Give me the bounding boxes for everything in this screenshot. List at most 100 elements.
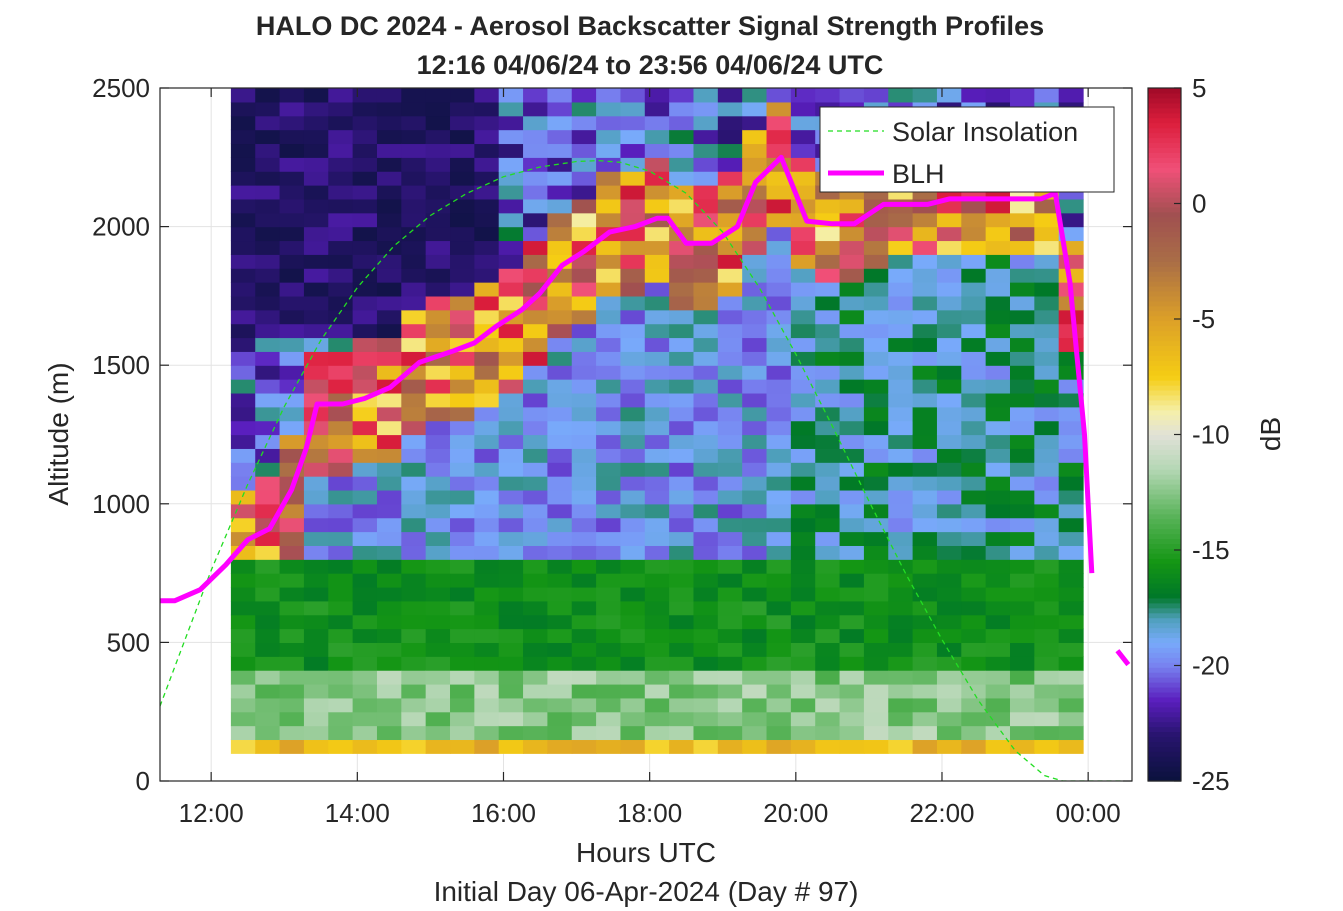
heatmap-cell bbox=[742, 683, 768, 699]
heatmap-cell bbox=[328, 517, 354, 533]
heatmap-cell bbox=[523, 392, 549, 408]
heatmap-cell bbox=[255, 711, 281, 727]
heatmap-cell bbox=[401, 711, 427, 727]
colorbar-segment bbox=[1148, 449, 1181, 455]
heatmap-cell bbox=[888, 683, 914, 699]
colorbar-segment bbox=[1148, 751, 1181, 757]
heatmap-cell bbox=[376, 476, 402, 491]
heatmap-cell bbox=[742, 392, 768, 408]
heatmap-cell bbox=[425, 434, 451, 449]
heatmap-cell bbox=[839, 503, 865, 519]
heatmap-cell bbox=[790, 642, 816, 657]
heatmap-cell bbox=[985, 88, 1011, 103]
heatmap-cell bbox=[693, 559, 719, 574]
heatmap-cell bbox=[693, 739, 719, 754]
heatmap-cell bbox=[985, 697, 1011, 713]
heatmap-cell bbox=[255, 88, 281, 103]
colorbar-segment bbox=[1148, 672, 1181, 678]
heatmap-cell bbox=[279, 212, 305, 228]
heatmap-cell bbox=[669, 365, 695, 380]
heatmap-cell bbox=[815, 697, 841, 713]
heatmap-cell bbox=[498, 129, 524, 145]
heatmap-cell bbox=[669, 351, 695, 366]
heatmap-cell bbox=[742, 88, 768, 103]
heatmap-cell bbox=[425, 337, 451, 352]
heatmap-cell bbox=[255, 656, 281, 671]
heatmap-cell bbox=[742, 711, 768, 727]
heatmap-cell bbox=[474, 101, 500, 117]
heatmap-cell bbox=[620, 420, 646, 436]
heatmap-cell bbox=[230, 198, 256, 214]
heatmap-cell bbox=[498, 448, 524, 463]
heatmap-cell bbox=[815, 240, 841, 255]
heatmap-cell bbox=[863, 212, 889, 228]
heatmap-cell bbox=[571, 600, 597, 616]
colorbar-segment bbox=[1148, 137, 1181, 144]
heatmap-cell bbox=[328, 573, 354, 588]
heatmap-cell bbox=[888, 434, 914, 449]
heatmap-cell bbox=[669, 600, 695, 616]
heatmap-cell bbox=[815, 739, 841, 754]
heatmap-cell bbox=[255, 489, 281, 505]
heatmap-cell bbox=[644, 282, 670, 297]
heatmap-cell bbox=[693, 88, 719, 103]
colorbar-segment bbox=[1148, 152, 1181, 158]
heatmap-cell bbox=[669, 88, 695, 103]
heatmap-cell bbox=[742, 489, 768, 505]
heatmap-cell bbox=[328, 268, 354, 283]
heatmap-cell bbox=[669, 212, 695, 228]
heatmap-cell bbox=[230, 489, 256, 505]
heatmap-cell bbox=[936, 226, 962, 242]
heatmap-cell bbox=[571, 656, 597, 671]
colorbar-tick-label: -25 bbox=[1192, 766, 1230, 796]
heatmap-cell bbox=[571, 476, 597, 491]
colorbar-tick-label: 5 bbox=[1192, 73, 1206, 103]
heatmap-cell bbox=[352, 406, 378, 422]
heatmap-cell bbox=[523, 115, 549, 131]
heatmap-cell bbox=[230, 185, 256, 200]
heatmap-cell bbox=[571, 115, 597, 131]
heatmap-cell bbox=[888, 351, 914, 366]
heatmap-cell bbox=[888, 711, 914, 727]
heatmap-cell bbox=[376, 171, 402, 186]
heatmap-cell bbox=[766, 545, 792, 560]
heatmap-cell bbox=[328, 462, 354, 477]
heatmap-cell bbox=[936, 88, 962, 103]
heatmap-cell bbox=[912, 365, 938, 380]
heatmap-cell bbox=[303, 171, 329, 186]
heatmap-cell bbox=[669, 115, 695, 131]
heatmap-cell bbox=[230, 559, 256, 574]
heatmap-cell bbox=[790, 739, 816, 754]
heatmap-cell bbox=[912, 392, 938, 408]
heatmap-cell bbox=[376, 600, 402, 616]
colorbar-segment bbox=[1148, 528, 1181, 535]
heatmap-cell bbox=[669, 406, 695, 422]
heatmap-cell bbox=[450, 129, 475, 145]
heatmap-cell bbox=[985, 531, 1011, 546]
heatmap-cell bbox=[717, 545, 743, 560]
colorbar-segment bbox=[1148, 503, 1181, 510]
heatmap-cell bbox=[328, 614, 354, 630]
heatmap-cell bbox=[620, 254, 646, 269]
heatmap-cell bbox=[547, 711, 573, 727]
heatmap-cell bbox=[571, 434, 597, 449]
heatmap-cell bbox=[644, 88, 670, 103]
heatmap-cell bbox=[790, 573, 816, 588]
heatmap-cell bbox=[985, 545, 1011, 560]
heatmap-cell bbox=[1058, 697, 1084, 713]
heatmap-cell bbox=[523, 476, 549, 491]
heatmap-cell bbox=[523, 101, 549, 117]
heatmap-cell bbox=[620, 600, 646, 616]
heatmap-cell bbox=[230, 171, 256, 186]
heatmap-cell bbox=[255, 739, 281, 754]
heatmap-cell bbox=[620, 323, 646, 339]
heatmap-cell bbox=[669, 725, 695, 741]
heatmap-cell bbox=[474, 309, 500, 325]
heatmap-cell bbox=[766, 697, 792, 713]
heatmap-cell bbox=[498, 392, 524, 408]
heatmap-cell bbox=[376, 365, 402, 380]
heatmap-cell bbox=[596, 683, 622, 699]
heatmap-cell bbox=[498, 351, 524, 366]
heatmap-cell bbox=[888, 614, 914, 630]
heatmap-cell bbox=[766, 171, 792, 186]
